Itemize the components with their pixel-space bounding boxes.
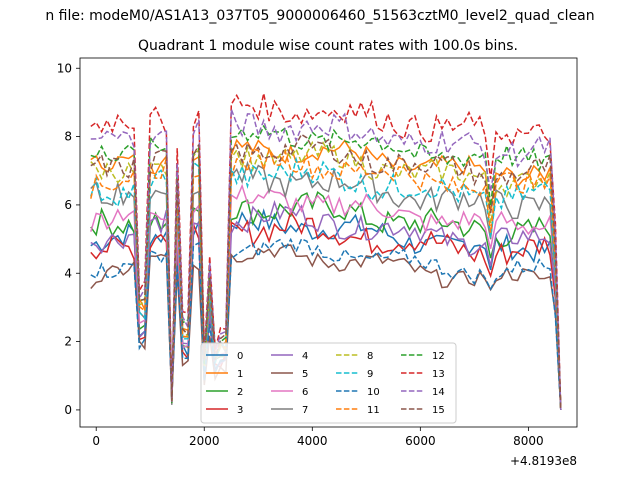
legend-label-14: 14 bbox=[432, 387, 445, 398]
plot-area bbox=[90, 93, 562, 410]
x-tick-label: 0 bbox=[92, 434, 100, 448]
legend-label-5: 5 bbox=[302, 369, 308, 380]
legend-label-10: 10 bbox=[367, 387, 380, 398]
legend-label-2: 2 bbox=[237, 387, 243, 398]
legend-label-15: 15 bbox=[432, 405, 445, 416]
x-tick-label: 8000 bbox=[513, 434, 544, 448]
series-line-10 bbox=[90, 237, 562, 410]
legend-label-6: 6 bbox=[302, 387, 308, 398]
legend-label-12: 12 bbox=[432, 351, 445, 362]
y-tick-label: 6 bbox=[64, 198, 72, 212]
x-axis-offset-label: +4.8193e8 bbox=[510, 454, 577, 468]
chart-title: Quadrant 1 module wise count rates with … bbox=[138, 38, 518, 54]
legend-label-13: 13 bbox=[432, 369, 445, 380]
y-tick-label: 2 bbox=[64, 335, 72, 349]
legend-label-4: 4 bbox=[302, 351, 308, 362]
y-tick-label: 8 bbox=[64, 130, 72, 144]
y-tick-label: 0 bbox=[64, 403, 72, 417]
chart-suptitle: n file: modeM0/AS1A13_037T05_9000006460_… bbox=[45, 8, 594, 24]
x-tick-label: 4000 bbox=[297, 434, 328, 448]
series-line-15 bbox=[90, 133, 562, 410]
axes-frame bbox=[79, 57, 578, 428]
legend-label-1: 1 bbox=[237, 369, 243, 380]
legend-label-9: 9 bbox=[367, 369, 373, 380]
legend-box bbox=[200, 342, 457, 424]
y-tick-label: 4 bbox=[64, 266, 72, 280]
y-tick-label: 10 bbox=[57, 61, 72, 75]
legend-label-11: 11 bbox=[367, 405, 380, 416]
legend-label-3: 3 bbox=[237, 405, 243, 416]
x-tick-label: 6000 bbox=[405, 434, 436, 448]
legend-label-0: 0 bbox=[237, 351, 243, 362]
legend-label-8: 8 bbox=[367, 351, 373, 362]
x-tick-label: 2000 bbox=[189, 434, 220, 448]
legend-label-7: 7 bbox=[302, 405, 308, 416]
